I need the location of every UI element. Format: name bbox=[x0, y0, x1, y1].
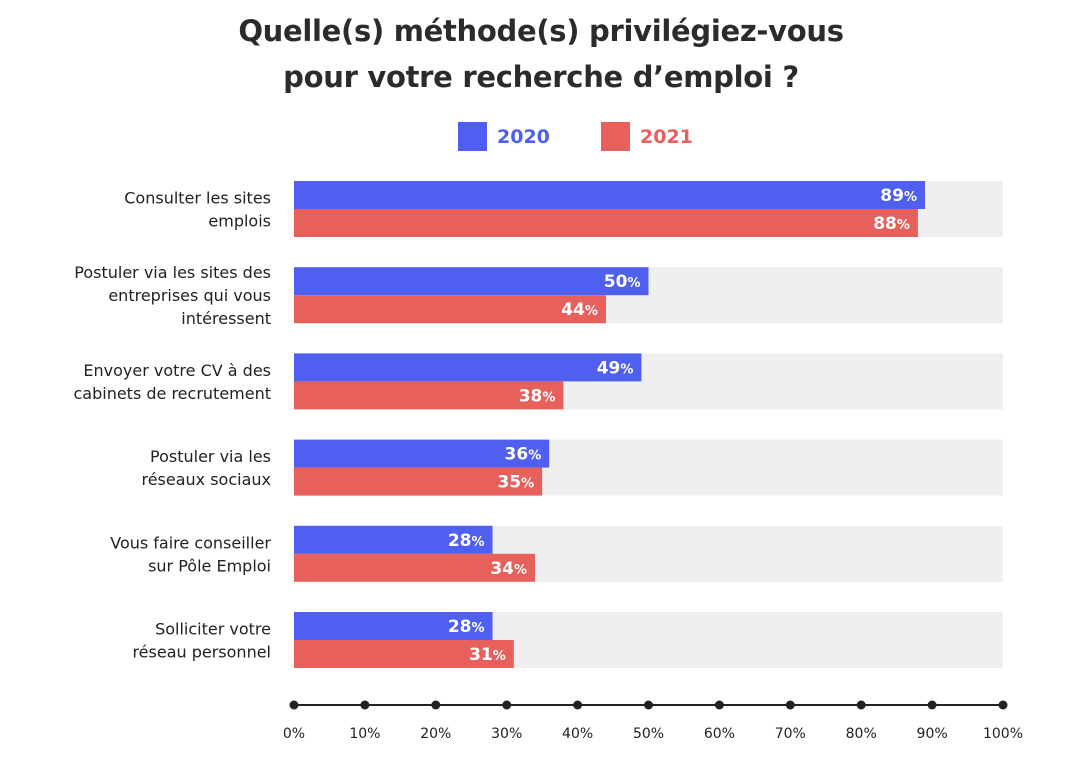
category-label: Envoyer votre CV à des cabinets de recrut… bbox=[73, 361, 271, 403]
bar-2021-5 bbox=[294, 553, 536, 582]
bar-2021-1 bbox=[294, 209, 918, 237]
x-tick-dot bbox=[360, 700, 370, 710]
x-tick-dot bbox=[927, 700, 937, 710]
category-label: Postuler via les réseaux sociaux bbox=[141, 447, 271, 489]
bar-2021-2 bbox=[294, 295, 606, 324]
bar-2020-1 bbox=[294, 181, 926, 209]
data-label-2021-3: 38% bbox=[519, 386, 556, 406]
category-label: Solliciter votre réseau personnel bbox=[132, 620, 271, 662]
data-label-2021-2: 44% bbox=[561, 300, 598, 320]
title-line-1: Quelle(s) méthode(s) privilégiez-vous bbox=[238, 14, 844, 48]
x-tick-dot bbox=[644, 700, 653, 710]
x-tick-label: 70% bbox=[775, 726, 806, 742]
x-tick-dot bbox=[785, 700, 795, 710]
legend-label-2020: 2020 bbox=[497, 126, 550, 148]
data-label-2020-2: 50% bbox=[604, 272, 641, 292]
bar-2020-5 bbox=[294, 525, 493, 554]
data-label-2020-4: 36% bbox=[505, 445, 542, 465]
data-label-2021-1: 88% bbox=[873, 214, 910, 234]
data-label-2020-5: 28% bbox=[448, 531, 485, 551]
x-tick-dot bbox=[998, 700, 1008, 710]
legend-swatch-2021 bbox=[601, 122, 630, 151]
x-tick-label: 0% bbox=[283, 726, 305, 742]
bar-2021-6 bbox=[294, 640, 514, 668]
x-tick-dot bbox=[856, 700, 866, 710]
legend-swatch-2020 bbox=[458, 122, 487, 151]
data-label-2021-6: 31% bbox=[469, 645, 506, 665]
legend: 2020 2021 bbox=[458, 122, 698, 152]
x-tick-label: 30% bbox=[491, 726, 522, 742]
x-tick-label: 60% bbox=[704, 726, 735, 742]
chart-title: Quelle(s) méthode(s) privilégiez-vous po… bbox=[0, 8, 1082, 100]
x-tick-dot bbox=[502, 700, 512, 710]
category-label: Consulter les sites emplois bbox=[124, 189, 271, 231]
data-label-2020-3: 49% bbox=[597, 358, 634, 378]
x-tick-label: 50% bbox=[633, 726, 664, 742]
x-tick-label: 80% bbox=[846, 726, 877, 742]
bar-2020-6 bbox=[294, 612, 493, 640]
x-tick-label: 100% bbox=[983, 726, 1023, 742]
x-tick-label: 20% bbox=[420, 726, 451, 742]
bar-2021-4 bbox=[294, 467, 543, 496]
x-tick-label: 40% bbox=[562, 726, 593, 742]
legend-label-2021: 2021 bbox=[640, 126, 693, 148]
x-tick-label: 90% bbox=[917, 726, 948, 742]
bar-2021-3 bbox=[294, 381, 564, 410]
data-label-2021-5: 34% bbox=[490, 559, 527, 579]
data-label-2021-4: 35% bbox=[497, 473, 534, 493]
x-tick-dot bbox=[573, 700, 583, 710]
category-label: Postuler via les sites des entreprises qu… bbox=[74, 263, 271, 328]
title-line-2: pour votre recherche d’emploi ? bbox=[283, 60, 799, 94]
x-tick-dot bbox=[431, 700, 441, 710]
x-tick-dot bbox=[714, 700, 724, 710]
bar-2020-2 bbox=[294, 267, 649, 296]
x-tick-label: 10% bbox=[349, 726, 380, 742]
bar-2020-4 bbox=[294, 439, 550, 468]
data-label-2020-1: 89% bbox=[880, 186, 917, 206]
data-label-2020-6: 28% bbox=[448, 617, 485, 637]
bar-2020-3 bbox=[294, 353, 642, 382]
x-tick-dot bbox=[289, 700, 299, 710]
category-label: Vous faire conseiller sur Pôle Emploi bbox=[110, 533, 271, 575]
